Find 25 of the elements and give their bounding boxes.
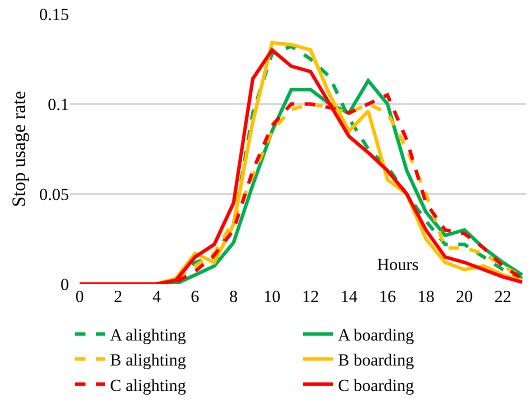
y-axis-title: Stop usage rate	[9, 90, 30, 208]
x-axis-title: Hours	[377, 255, 419, 274]
x-tick-label: 2	[114, 287, 122, 306]
legend-label: A alighting	[110, 326, 187, 345]
legend-label: C boarding	[338, 376, 415, 395]
x-tick-label: 6	[190, 287, 200, 306]
y-tick-label: 0.15	[39, 4, 69, 24]
legend-label: B boarding	[338, 350, 415, 370]
legend-label: A boarding	[338, 326, 415, 345]
x-tick-label: 8	[229, 287, 238, 306]
line-series	[78, 48, 524, 284]
x-tick-label: 12	[302, 287, 320, 306]
x-tick-label: 10	[264, 287, 281, 306]
y-tick-label: 0.1	[48, 94, 69, 114]
x-tick-label: 16	[378, 287, 396, 306]
legend-label: B alighting	[110, 350, 187, 370]
y-tick-label: 0	[60, 274, 69, 294]
x-tick-label: 20	[456, 287, 473, 306]
x-tick-label: 14	[340, 287, 358, 306]
x-tick-label: 4	[152, 287, 162, 306]
x-tick-label: 22	[494, 287, 512, 306]
x-tick-label: 0	[75, 287, 84, 306]
x-tick-label: 18	[417, 287, 434, 306]
y-tick-label: 0.05	[39, 184, 69, 204]
legend-label: C alighting	[110, 376, 187, 395]
